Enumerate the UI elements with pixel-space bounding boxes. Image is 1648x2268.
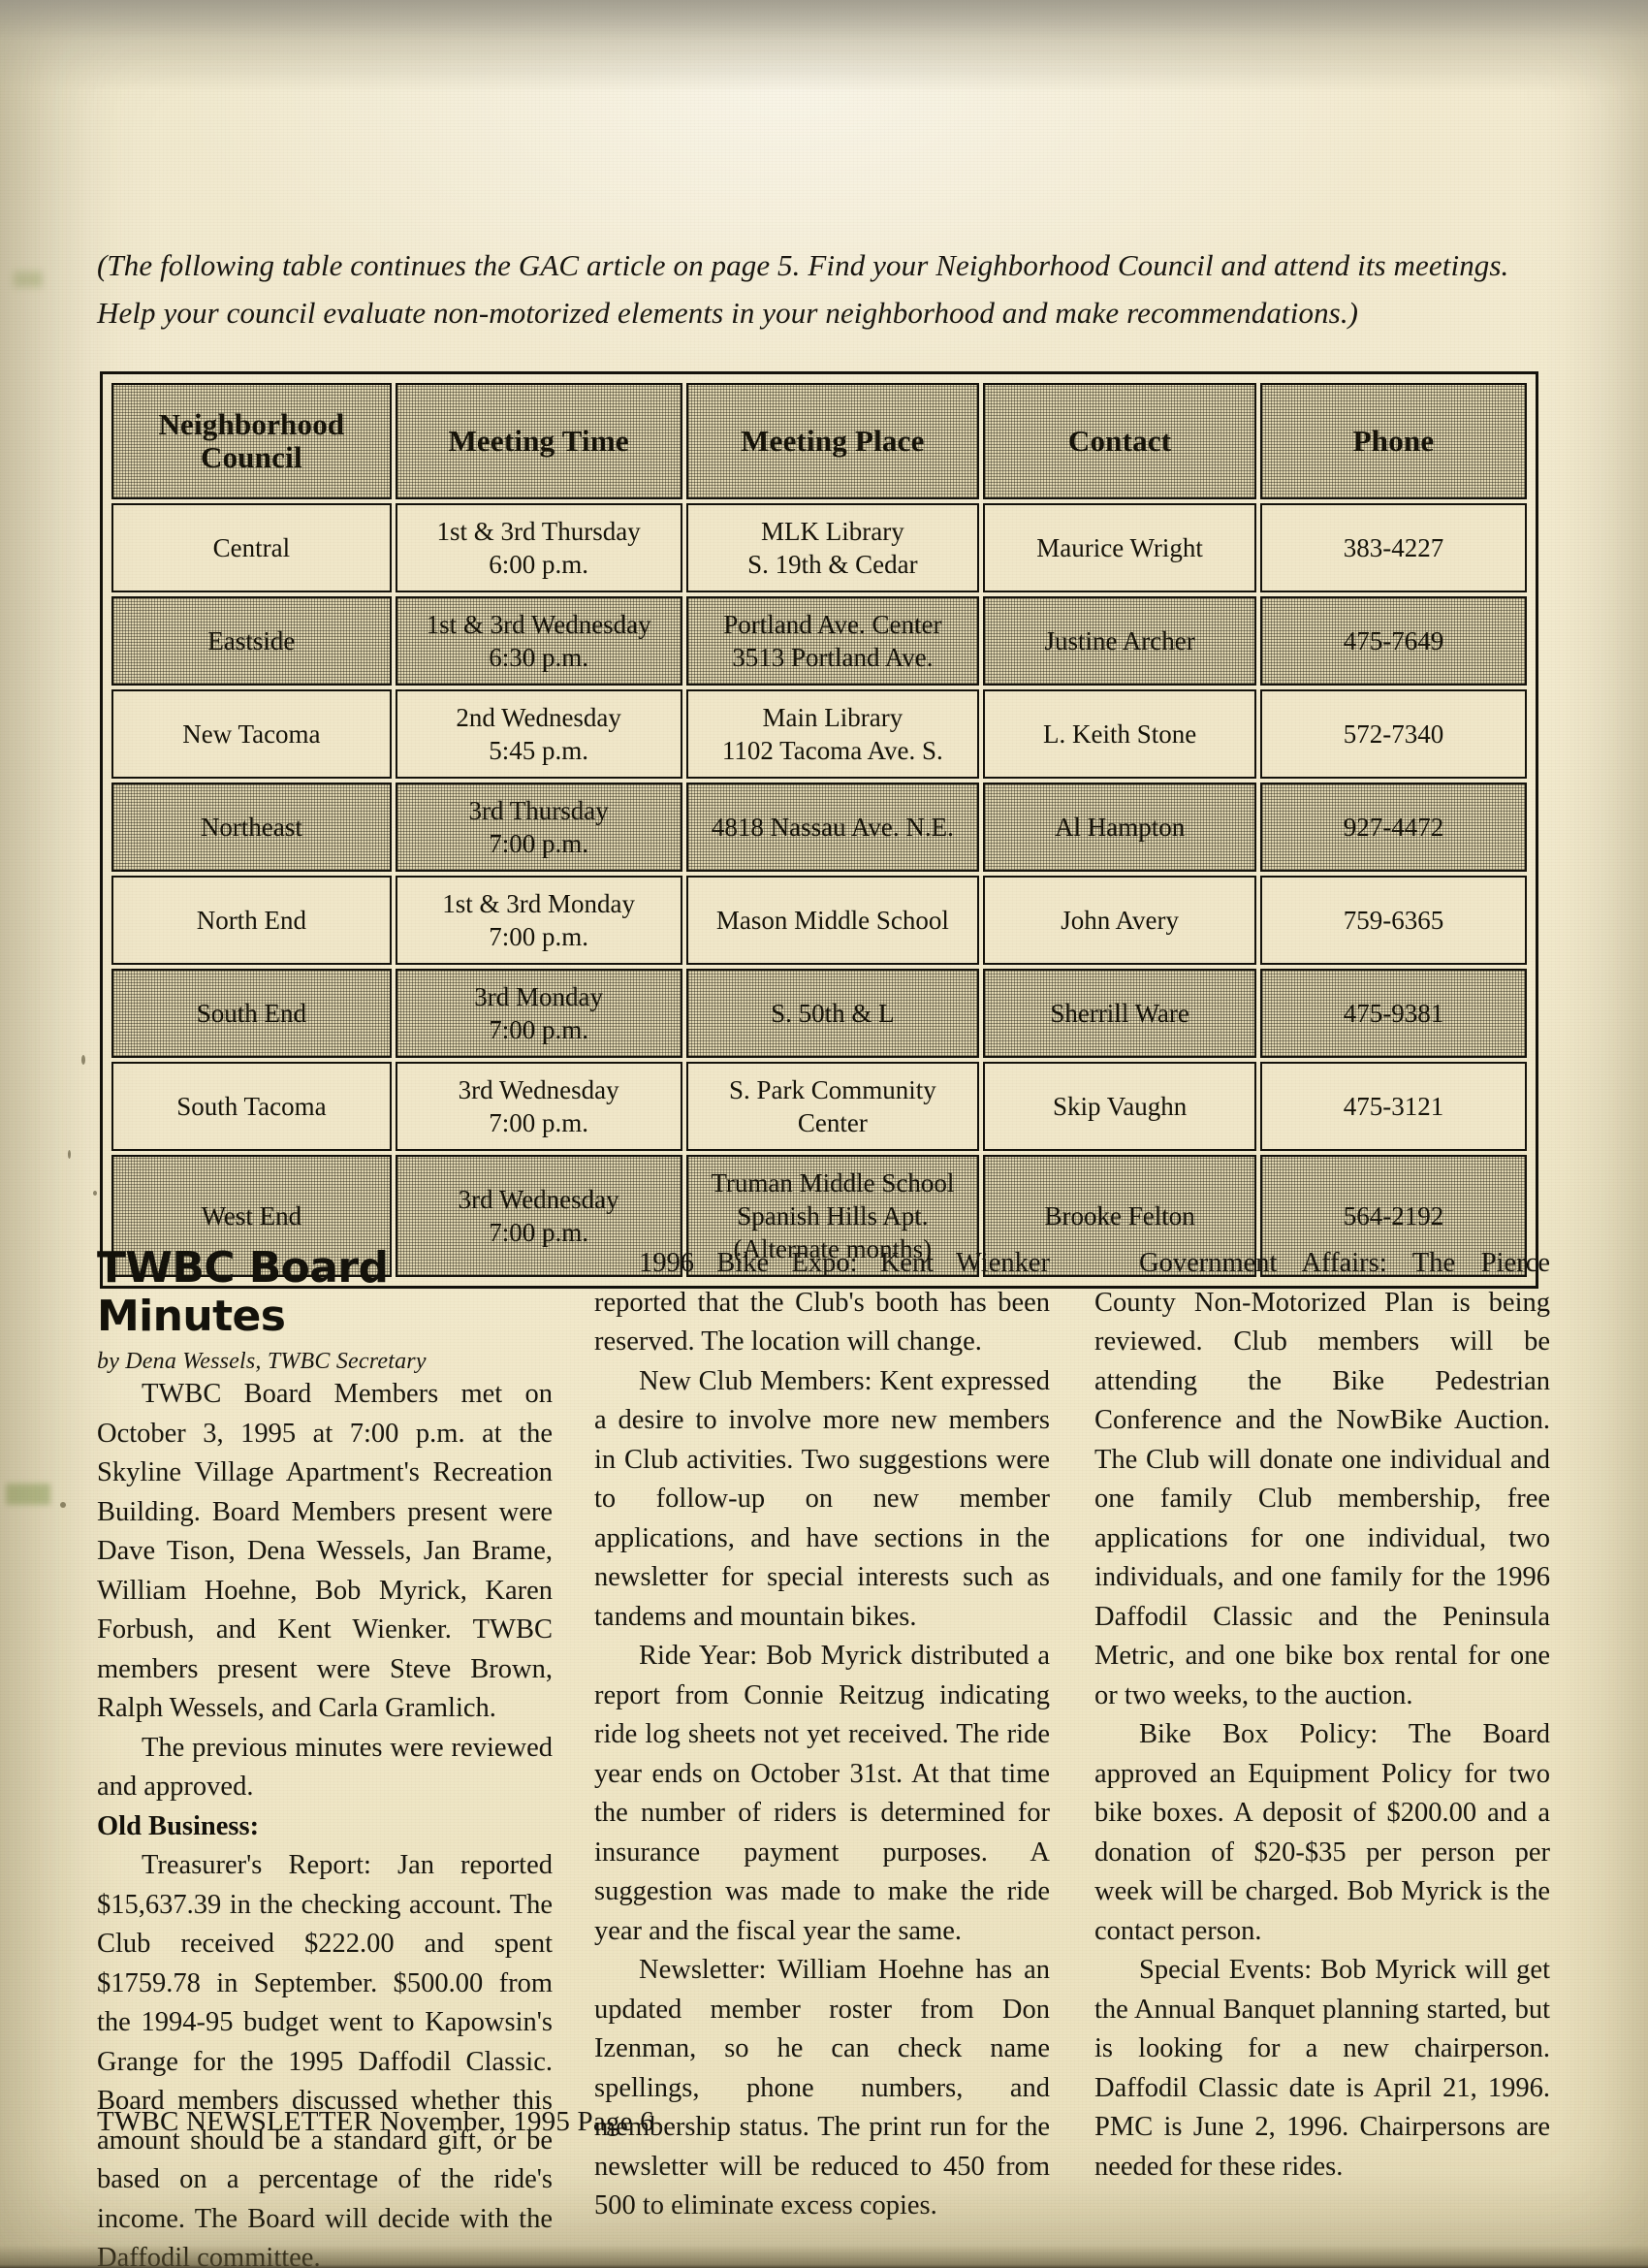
table-row: New Tacoma 2nd Wednesday 5:45 p.m. Main … <box>111 689 1527 779</box>
cell-time: 3rd Wednesday 7:00 p.m. <box>395 1155 682 1277</box>
table-row: South End 3rd Monday 7:00 p.m. S. 50th &… <box>111 969 1527 1058</box>
article-columns: TWBC Board Minutes by Dena Wessels, TWBC… <box>97 1244 1551 2268</box>
cell-contact: Maurice Wright <box>983 503 1257 592</box>
cell-phone: 475-3121 <box>1260 1062 1527 1151</box>
article-column-2: 1996 Bike Expo: Kent Wienker reported th… <box>594 1244 1050 2226</box>
article-column-3: Government Affairs: The Pierce County No… <box>1094 1244 1550 2187</box>
cell-time: 1st & 3rd Monday 7:00 p.m. <box>395 876 682 965</box>
cell-phone: 759-6365 <box>1260 876 1527 965</box>
intro-note: (The following table continues the GAC a… <box>97 248 1509 330</box>
table-row: Northeast 3rd Thursday 7:00 p.m. 4818 Na… <box>111 783 1527 872</box>
cell-contact: Justine Archer <box>983 596 1257 686</box>
paragraph-bike-expo: 1996 Bike Expo: Kent Wienker reported th… <box>594 1248 1050 1357</box>
cell-time: 1st & 3rd Thursday 6:00 p.m. <box>395 503 682 592</box>
paragraph-new-club-members: New Club Members: Kent expressed a desir… <box>594 1365 1050 1632</box>
table-row: Central 1st & 3rd Thursday 6:00 p.m. MLK… <box>111 503 1527 592</box>
cell-time: 3rd Thursday 7:00 p.m. <box>395 783 682 872</box>
table-row: Eastside 1st & 3rd Wednesday 6:30 p.m. P… <box>111 596 1527 686</box>
cell-phone: 927-4472 <box>1260 783 1527 872</box>
cell-council: West End <box>111 1155 392 1277</box>
neighborhood-council-table: Neighborhood Council Meeting Time Meetin… <box>108 379 1531 1281</box>
article-column-1: TWBC Board Minutes by Dena Wessels, TWBC… <box>97 1244 553 2268</box>
cell-council: Eastside <box>111 596 392 686</box>
neighborhood-council-table-wrapper: Neighborhood Council Meeting Time Meetin… <box>100 371 1538 1289</box>
cell-phone: 475-9381 <box>1260 969 1527 1058</box>
cell-place: Truman Middle School Spanish Hills Apt. … <box>685 1155 980 1277</box>
column-header-contact: Contact <box>983 383 1257 499</box>
table-row: North End 1st & 3rd Monday 7:00 p.m. Mas… <box>111 876 1527 965</box>
cell-place: 4818 Nassau Ave. N.E. <box>685 783 980 872</box>
cell-place: S. 50th & L <box>685 969 980 1058</box>
cell-place: MLK Library S. 19th & Cedar <box>685 503 980 592</box>
subhead-old-business: Old Business: <box>97 1810 260 1841</box>
paragraph-previous-minutes: The previous minutes were reviewed and a… <box>97 1732 553 1803</box>
column-header-place: Meeting Place <box>685 383 980 499</box>
column-header-time: Meeting Time <box>395 383 682 499</box>
cell-contact: John Avery <box>983 876 1257 965</box>
cell-council: South Tacoma <box>111 1062 392 1151</box>
cell-contact: Brooke Felton <box>983 1155 1257 1277</box>
cell-council: Northeast <box>111 783 392 872</box>
cell-phone: 383-4227 <box>1260 503 1527 592</box>
table-row: West End 3rd Wednesday 7:00 p.m. Truman … <box>111 1155 1527 1277</box>
cell-phone: 572-7340 <box>1260 689 1527 779</box>
cell-contact: Sherrill Ware <box>983 969 1257 1058</box>
cell-council: Central <box>111 503 392 592</box>
paragraph-government-affairs: Government Affairs: The Pierce County No… <box>1094 1248 1550 1710</box>
paragraph-newsletter: Newsletter: William Hoehne has an update… <box>594 1955 1050 2220</box>
cell-phone: 564-2192 <box>1260 1155 1527 1277</box>
cell-contact: L. Keith Stone <box>983 689 1257 779</box>
cell-place: Portland Ave. Center 3513 Portland Ave. <box>685 596 980 686</box>
column-header-phone: Phone <box>1260 383 1527 499</box>
cell-place: S. Park Community Center <box>685 1062 980 1151</box>
article-byline: by Dena Wessels, TWBC Secretary <box>97 1349 427 1374</box>
cell-time: 3rd Monday 7:00 p.m. <box>395 969 682 1058</box>
cell-contact: Skip Vaughn <box>983 1062 1257 1151</box>
table-head: Neighborhood Council Meeting Time Meetin… <box>111 383 1527 499</box>
cell-time: 1st & 3rd Wednesday 6:30 p.m. <box>395 596 682 686</box>
cell-council: South End <box>111 969 392 1058</box>
cell-place: Mason Middle School <box>685 876 980 965</box>
paragraph-board-members: TWBC Board Members met on October 3, 199… <box>97 1379 553 1723</box>
paragraph-ride-year: Ride Year: Bob Myrick distributed a repo… <box>594 1641 1050 1946</box>
page-footer: TWBC NEWSLETTER November, 1995 Page 6 <box>97 2106 654 2137</box>
cell-contact: Al Hampton <box>983 783 1257 872</box>
column-header-council: Neighborhood Council <box>111 383 392 499</box>
paragraph-treasurers-report: Treasurer's Report: Jan reported $15,637… <box>97 1850 553 2268</box>
table-row: South Tacoma 3rd Wednesday 7:00 p.m. S. … <box>111 1062 1527 1151</box>
table-body: Central 1st & 3rd Thursday 6:00 p.m. MLK… <box>111 503 1527 1277</box>
cell-council: New Tacoma <box>111 689 392 779</box>
cell-time: 2nd Wednesday 5:45 p.m. <box>395 689 682 779</box>
cell-phone: 475-7649 <box>1260 596 1527 686</box>
paragraph-bike-box-policy: Bike Box Policy: The Board approved an E… <box>1094 1719 1550 1946</box>
cell-place: Main Library 1102 Tacoma Ave. S. <box>685 689 980 779</box>
cell-time: 3rd Wednesday 7:00 p.m. <box>395 1062 682 1151</box>
table-header-row: Neighborhood Council Meeting Time Meetin… <box>111 383 1527 499</box>
paragraph-special-events: Special Events: Bob Myrick will get the … <box>1094 1955 1550 2182</box>
cell-council: North End <box>111 876 392 965</box>
article-headline: TWBC Board Minutes <box>97 1243 389 1341</box>
